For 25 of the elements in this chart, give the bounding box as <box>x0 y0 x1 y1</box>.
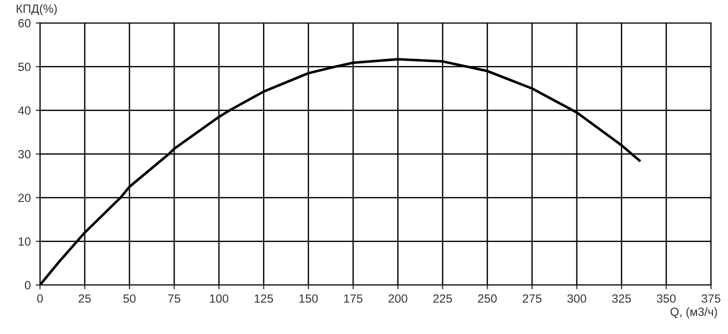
x-tick-label: 0 <box>37 294 43 303</box>
y-tick-label: 20 <box>18 194 31 202</box>
x-tick-label: 100 <box>210 294 228 303</box>
x-tick-label: 225 <box>433 294 452 303</box>
x-tick-label: 125 <box>254 294 274 303</box>
x-tick-label: 175 <box>344 294 362 303</box>
x-tick-label: 275 <box>522 294 542 303</box>
x-axis-title: Q, (м3/ч) <box>670 307 717 318</box>
x-tick-label: 300 <box>567 294 586 303</box>
y-tick-label: 0 <box>24 281 31 290</box>
x-tick-label: 75 <box>168 294 180 303</box>
y-tick-label: 10 <box>18 237 31 246</box>
y-tick-label: 30 <box>18 150 31 158</box>
x-tick-label: 325 <box>612 294 631 303</box>
y-axis-title: КПД(%) <box>16 4 57 16</box>
x-tick-label: 375 <box>702 294 720 303</box>
x-tick-label: 25 <box>78 294 91 303</box>
x-tick-label: 200 <box>388 294 408 303</box>
x-tick-label: 350 <box>656 294 676 303</box>
y-tick-label: 50 <box>18 62 31 72</box>
x-tick-label: 150 <box>299 294 318 303</box>
y-tick-label: 60 <box>18 19 31 28</box>
x-tick-label: 250 <box>478 294 497 303</box>
x-tick-label: 50 <box>123 294 136 303</box>
y-tick-label: 40 <box>18 106 31 115</box>
